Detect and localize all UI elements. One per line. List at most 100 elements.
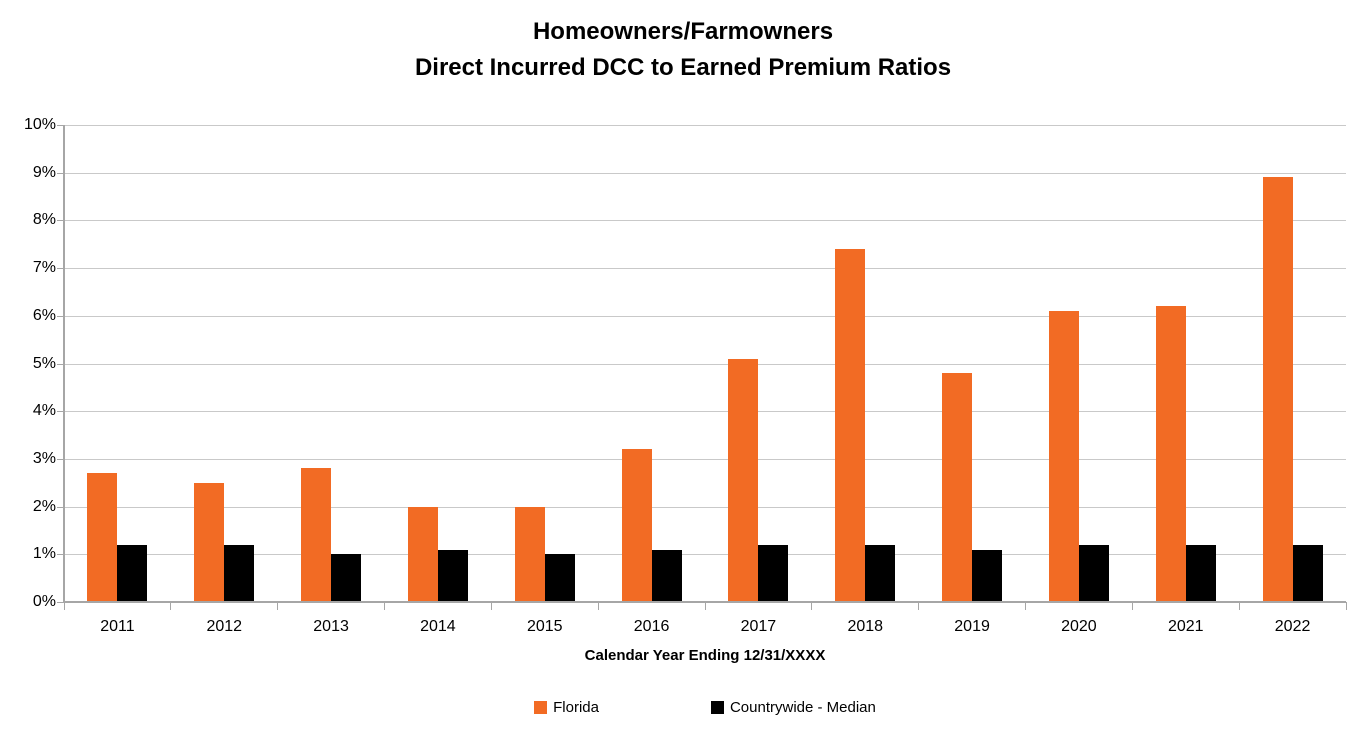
bar-florida-2017 — [728, 358, 759, 602]
chart-title-line1: Homeowners/Farmowners — [532, 18, 834, 45]
y-tick-label-2%: 2% — [32, 497, 56, 515]
x-tick-label-2013: 2013 — [313, 618, 349, 635]
gridline-1% — [64, 554, 1346, 556]
x-tick-label-2012: 2012 — [206, 618, 243, 635]
bar-florida-2015 — [514, 506, 545, 602]
bar-group-2018 — [812, 125, 919, 602]
y-axis-line — [63, 125, 65, 602]
legend-label-countrywide: Countrywide - Median — [729, 699, 876, 716]
bar-group-2014 — [385, 125, 492, 602]
bar-countrywide-median-2011 — [117, 544, 148, 602]
bar-florida-2020 — [1048, 311, 1079, 602]
y-tick-5% — [57, 363, 64, 365]
legend-item-countrywide: Countrywide - Median — [710, 699, 876, 716]
y-tick-label-1%: 1% — [32, 545, 56, 563]
gridline-3% — [64, 458, 1346, 460]
x-tick-label-2015: 2015 — [526, 618, 563, 635]
gridline-2% — [64, 506, 1346, 508]
bar-group-2020 — [1026, 125, 1133, 602]
gridline-9% — [64, 172, 1346, 174]
bar-countrywide-median-2013 — [331, 554, 362, 602]
bar-group-2017 — [705, 125, 812, 602]
bar-group-2015 — [491, 125, 598, 602]
y-tick-label-10%: 10% — [23, 116, 56, 133]
bar-countrywide-median-2020 — [1078, 544, 1109, 602]
bar-florida-2016 — [621, 449, 652, 602]
y-tick-label-9%: 9% — [32, 163, 56, 181]
y-tick-1% — [57, 554, 64, 556]
bar-florida-2018 — [835, 249, 866, 602]
x-tick-label-2016: 2016 — [633, 618, 670, 635]
countrywide-legend-swatch-icon — [710, 701, 724, 714]
bar-florida-2019 — [942, 373, 973, 602]
x-tick-8 — [918, 602, 920, 610]
bar-group-2012 — [171, 125, 278, 602]
y-tick-label-6%: 6% — [32, 306, 56, 324]
bar-countrywide-median-2017 — [758, 544, 789, 602]
x-tick-label-2018: 2018 — [847, 618, 884, 635]
gridline-10% — [64, 125, 1346, 126]
gridline-7% — [64, 268, 1346, 270]
x-tick-label-2019: 2019 — [954, 618, 990, 635]
x-tick-5 — [597, 602, 599, 610]
x-tick-label-2022: 2022 — [1274, 618, 1311, 635]
x-tick-0 — [63, 602, 65, 610]
x-tick-label-2020: 2020 — [1061, 618, 1097, 635]
x-tick-label-2011: 2011 — [100, 618, 135, 635]
bar-florida-2012 — [194, 482, 225, 602]
y-tick-10% — [57, 125, 64, 126]
y-tick-label-7%: 7% — [32, 259, 56, 277]
legend: Florida Countrywide - Median — [64, 699, 1346, 716]
y-tick-label-5%: 5% — [32, 354, 56, 372]
legend-item-florida: Florida — [534, 699, 599, 716]
bar-group-2022 — [1239, 125, 1346, 602]
y-tick-9% — [57, 172, 64, 174]
y-tick-label-8%: 8% — [32, 211, 56, 229]
bar-group-2016 — [598, 125, 705, 602]
bar-countrywide-median-2019 — [972, 549, 1003, 602]
x-tick-10 — [1131, 602, 1133, 610]
florida-legend-swatch-icon — [534, 701, 548, 714]
x-tick-label-2017: 2017 — [740, 618, 777, 635]
x-tick-4 — [490, 602, 492, 610]
x-tick-label-2021: 2021 — [1167, 618, 1204, 635]
y-tick-2% — [57, 506, 64, 508]
x-tick-6 — [704, 602, 706, 610]
x-tick-1 — [170, 602, 172, 610]
y-tick-0% — [57, 602, 64, 603]
bar-countrywide-median-2012 — [224, 544, 255, 602]
x-axis-title: Calendar Year Ending 12/31/XXXX — [584, 647, 826, 664]
plot-area: 2011 2012 2013 2014 2015 2016 2017 2018 2019 2020… — [57, 125, 1347, 635]
y-tick-4% — [57, 411, 64, 413]
bar-group-2019 — [919, 125, 1026, 602]
chart-title-line2: Direct Incurred DCC to Earned Premium Ra… — [414, 54, 952, 81]
bar-florida-2022 — [1262, 177, 1293, 602]
chart-title: Homeowners/Farmowners Direct Incurred DC… — [0, 14, 1366, 86]
bar-countrywide-median-2015 — [544, 554, 575, 602]
y-tick-8% — [57, 220, 64, 222]
x-tick-9 — [1025, 602, 1026, 610]
bar-countrywide-median-2021 — [1185, 544, 1216, 602]
gridline-8% — [64, 220, 1346, 222]
x-tick-12 — [1345, 602, 1347, 610]
bar-florida-2014 — [407, 506, 438, 602]
bar-florida-2011 — [87, 473, 118, 602]
bar-florida-2013 — [301, 468, 332, 602]
gridline-6% — [64, 315, 1346, 317]
bar-group-2011 — [64, 125, 171, 602]
x-tick-7 — [811, 602, 813, 610]
y-tick-label-3%: 3% — [32, 449, 56, 467]
y-tick-6% — [57, 315, 64, 317]
y-tick-label-4%: 4% — [32, 402, 56, 420]
bar-group-2021 — [1132, 125, 1239, 602]
x-tick-label-2014: 2014 — [420, 618, 456, 635]
y-tick-3% — [57, 458, 64, 460]
bar-countrywide-median-2014 — [437, 549, 468, 602]
x-tick-11 — [1238, 602, 1240, 610]
bar-florida-2021 — [1155, 306, 1186, 602]
bar-countrywide-median-2022 — [1292, 544, 1323, 602]
x-tick-3 — [384, 602, 385, 610]
y-tick-label-0%: 0% — [32, 593, 56, 610]
y-tick-7% — [57, 268, 64, 270]
